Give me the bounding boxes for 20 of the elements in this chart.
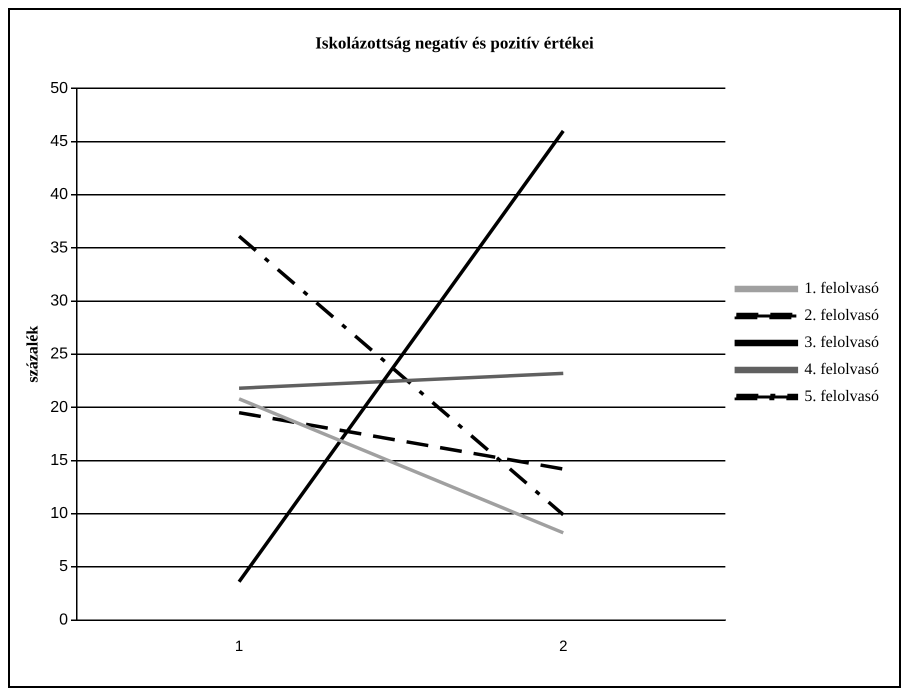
y-axis-title: százalék bbox=[24, 326, 42, 383]
x-tick-label: 2 bbox=[559, 638, 568, 656]
y-tick-label: 45 bbox=[50, 132, 68, 150]
legend-label: 3. felolvasó bbox=[804, 334, 880, 352]
y-tick-label: 40 bbox=[50, 186, 68, 204]
y-tick-label: 30 bbox=[50, 292, 68, 310]
y-tick-label: 10 bbox=[50, 505, 68, 522]
legend-label: 4. felolvasó bbox=[804, 361, 880, 378]
legend-label: 1. felolvasó bbox=[804, 280, 880, 298]
legend-label: 2. felolvasó bbox=[804, 307, 880, 324]
legend-label: 5. felolvasó bbox=[804, 388, 880, 406]
y-tick-label: 50 bbox=[50, 80, 68, 97]
y-tick-label: 35 bbox=[50, 239, 68, 256]
y-tick-label: 20 bbox=[50, 398, 68, 416]
y-tick-label: 15 bbox=[50, 452, 68, 469]
y-tick-label: 0 bbox=[59, 611, 68, 628]
y-tick-label: 5 bbox=[59, 558, 68, 576]
chart-title: Iskolázottság negatív és pozitív értékei bbox=[315, 34, 594, 53]
y-tick-label: 25 bbox=[50, 346, 68, 363]
x-tick-label: 1 bbox=[234, 638, 244, 656]
